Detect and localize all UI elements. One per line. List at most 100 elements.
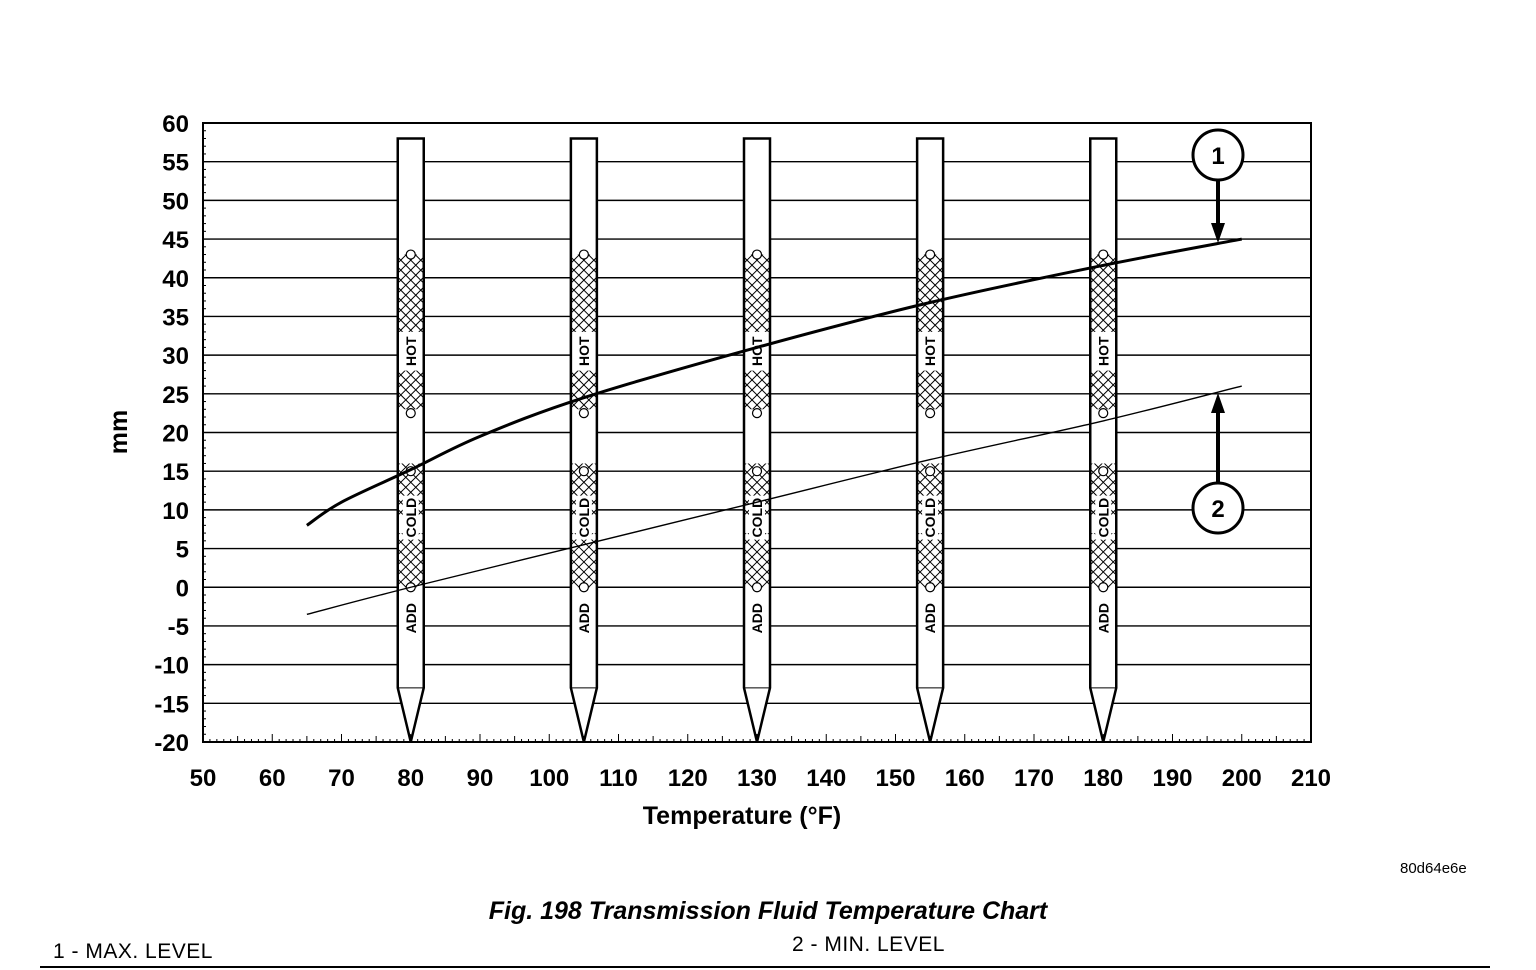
hatch-line	[760, 254, 770, 264]
dipstick-cold-label: COLD	[403, 498, 419, 538]
hatch-line	[570, 254, 591, 274]
y-tick-label: 5	[176, 537, 189, 564]
y-tick-label: -10	[154, 653, 189, 680]
dipstick-marker	[751, 249, 763, 260]
hatch-line	[584, 533, 597, 546]
x-tick-label: 150	[875, 765, 915, 792]
hatch-line	[415, 401, 424, 410]
figure-caption: Fig. 198 Transmission Fluid Temperature …	[488, 897, 1048, 925]
hatch-line	[917, 533, 940, 556]
dipstick-body	[396, 137, 425, 743]
hatch-line	[1090, 276, 1117, 304]
hatch-line	[744, 254, 764, 274]
dipstick-marker	[925, 249, 936, 260]
hatch-line	[397, 478, 424, 506]
dipstick-marker	[578, 249, 589, 260]
hatch-line	[1090, 370, 1109, 389]
hatch-line	[397, 254, 408, 264]
dipstick-hot-label: HOT	[576, 336, 592, 366]
hatch-line	[1090, 326, 1096, 332]
x-tick-label: 70	[328, 765, 355, 792]
hatch-line	[744, 548, 770, 576]
hatch-line	[397, 254, 418, 274]
hatch-line	[398, 306, 424, 332]
hatch-line	[744, 306, 770, 332]
hatch-line	[571, 306, 597, 332]
hatch-line	[570, 256, 597, 284]
hatch-line	[1090, 370, 1099, 379]
hatch-line	[588, 370, 597, 379]
hatch-line	[744, 381, 770, 409]
y-tick-label: 45	[162, 227, 189, 254]
dipstick-marker	[405, 249, 416, 260]
hatch-line	[1090, 533, 1103, 546]
hatch-line	[570, 548, 597, 576]
hatch-line	[397, 326, 404, 332]
hatch-line	[917, 401, 926, 410]
hatch-line	[570, 370, 579, 379]
hatch-line	[1090, 286, 1117, 314]
hatch-line	[757, 533, 770, 546]
y-tick-label: -5	[168, 614, 189, 641]
hatch-line	[764, 326, 770, 332]
y-tick-label: 0	[176, 575, 189, 602]
dipstick-add-label: ADD	[403, 603, 419, 633]
hatch-line	[917, 538, 944, 566]
hatch-line	[397, 558, 424, 586]
hatch-line	[397, 468, 424, 496]
y-tick-label: 30	[162, 343, 189, 370]
hatch-line	[744, 370, 753, 379]
hatch-line	[408, 316, 424, 332]
hatch-line	[744, 558, 770, 586]
hatch-line	[397, 538, 424, 566]
hatch-line	[933, 254, 944, 264]
hatch-line	[1090, 508, 1100, 518]
hatch-line	[917, 370, 926, 379]
dipstick-body	[742, 137, 772, 743]
dipstick-add-label: ADD	[1095, 603, 1111, 633]
hatch-line	[917, 276, 944, 304]
hatch-line	[411, 463, 424, 476]
label-bg	[1095, 495, 1112, 540]
label-bg	[749, 334, 765, 369]
label-bg	[402, 495, 419, 540]
y-tick-label: 55	[162, 150, 189, 177]
hatch-line	[1107, 508, 1117, 518]
hatch-line	[750, 568, 770, 588]
hatch-line	[917, 533, 930, 546]
x-tick-label: 50	[190, 765, 217, 792]
hatch-line	[1103, 463, 1117, 476]
hatch-line	[1090, 254, 1100, 264]
hatch-line	[1090, 558, 1117, 586]
label-bg	[575, 334, 592, 369]
legend-min-level: 2 - MIN. LEVEL	[792, 933, 945, 956]
label-bg	[1095, 600, 1112, 637]
hatch-line	[744, 276, 770, 304]
hatch-line	[935, 370, 944, 379]
dipstick-cold-label: COLD	[576, 498, 592, 538]
hatch-line	[925, 391, 944, 410]
x-tick-label: 110	[599, 765, 638, 792]
dipstick-marker	[1098, 249, 1109, 260]
plot-frame	[202, 122, 1312, 743]
dipstick-130: HOT COLD ADD	[742, 137, 772, 743]
hatch-line	[405, 391, 424, 410]
hatch-line	[414, 508, 424, 518]
hatch-line	[917, 371, 944, 399]
dipstick-hot-label: HOT	[749, 336, 765, 366]
dipstick-cold-label: COLD	[1095, 498, 1111, 538]
hatch-line	[1090, 254, 1110, 274]
dipsticks: HOT COLD ADD HOT COLD ADD HOT COLD ADD HOT COLD ADD…	[396, 137, 1118, 743]
x-tick-label: 100	[529, 765, 569, 792]
hatch-line	[1090, 533, 1113, 556]
hatch-line	[917, 468, 944, 496]
hatch-line	[397, 463, 411, 476]
label-bg	[749, 600, 765, 637]
hatch-line	[1090, 256, 1117, 284]
hatch-line	[570, 286, 597, 314]
callouts: 12	[1191, 128, 1245, 535]
x-tick-label: 130	[737, 765, 777, 792]
hatch-line	[570, 296, 597, 324]
hatch-line	[397, 508, 407, 518]
